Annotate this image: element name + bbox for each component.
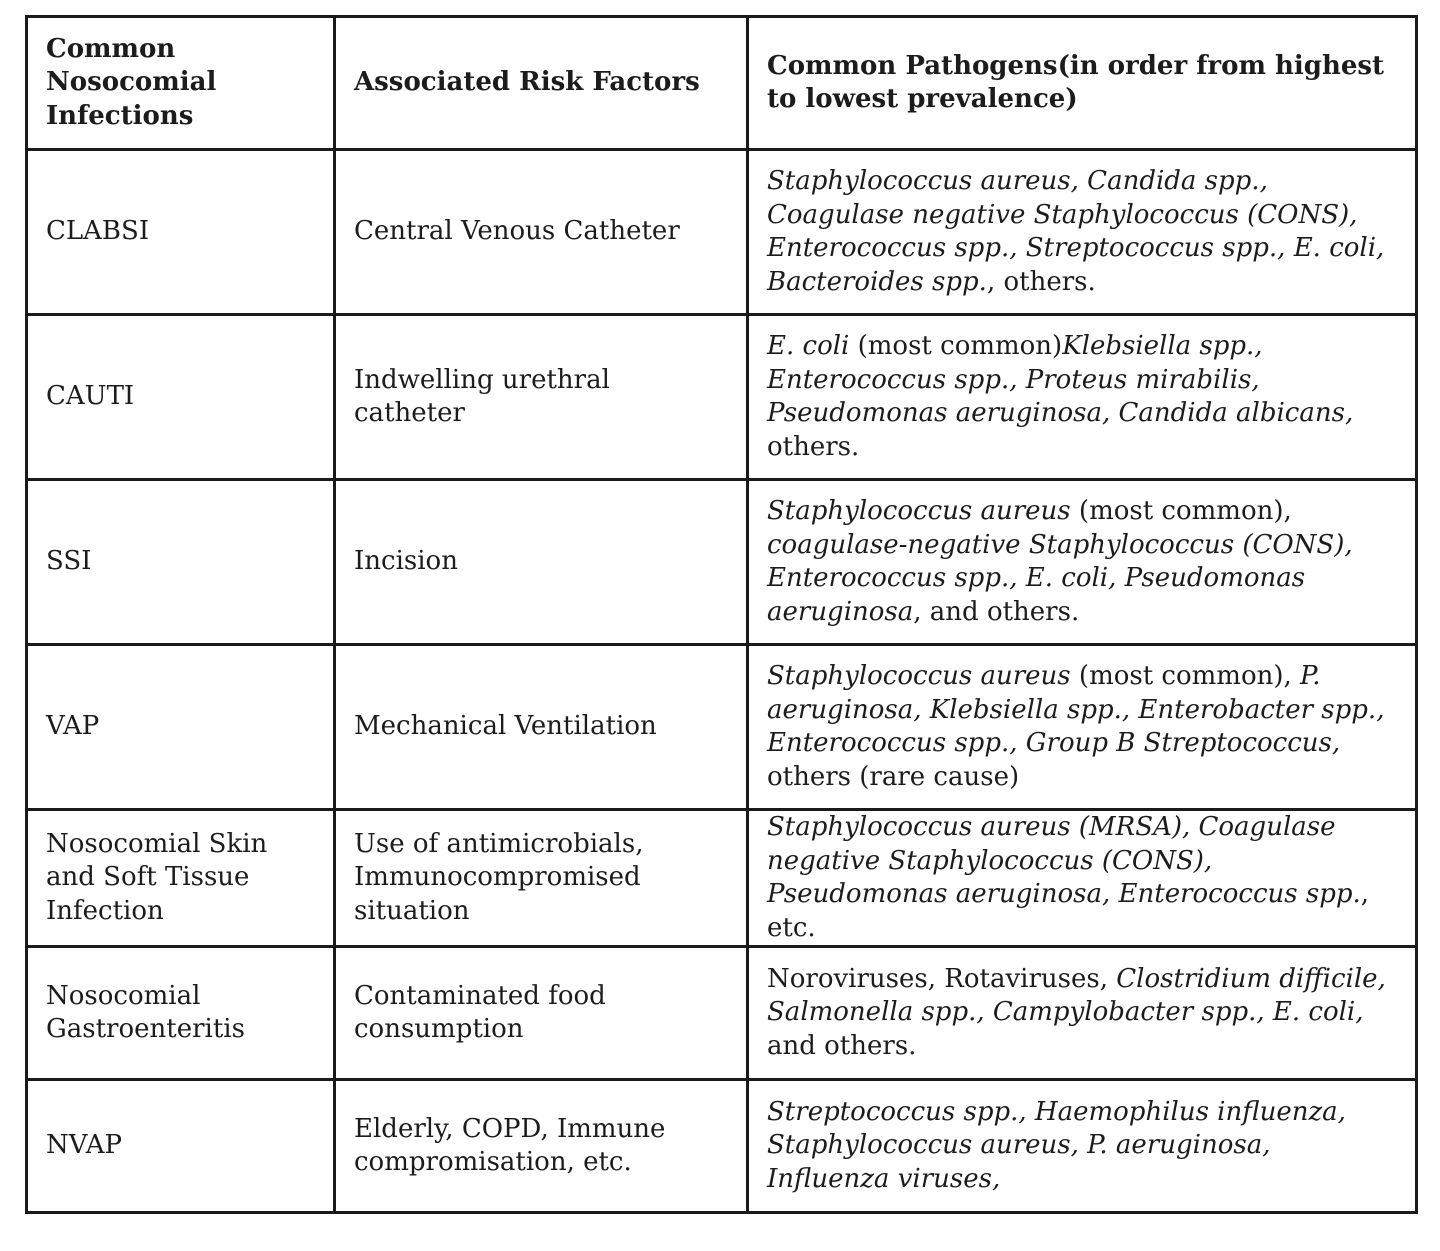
pathogen-name-text: Staphylococcus aureus, Candida spp., Coa… (767, 166, 1385, 297)
infection-cell: Nosocomial Gastroenteritis (25, 945, 336, 1081)
risk-factor-cell: Central Venous Catheter (333, 148, 749, 316)
table-row: Nosocomial Skin and Soft Tissue Infectio… (25, 808, 1418, 948)
pathogens-cell: Streptococcus spp., Haemophilus influenz… (746, 1078, 1418, 1214)
table-row: VAP Mechanical Ventilation Staphylococcus … (25, 643, 1418, 811)
header-pathogens: Common Pathogens(in order from highest t… (746, 15, 1418, 151)
pathogen-name-text: E. coli (767, 331, 850, 361)
pathogen-name-text: Clostridium difficile, Salmonella spp., … (767, 963, 1386, 1028)
pathogen-note-text: Noroviruses, Rotaviruses, (767, 963, 1117, 994)
infection-cell: SSI (25, 478, 336, 646)
pathogen-note-text: , etc. (767, 879, 1370, 943)
infection-cell: Nosocomial Skin and Soft Tissue Infectio… (25, 808, 336, 948)
risk-factor-cell: Contaminated food consumption (333, 945, 749, 1081)
pathogen-name-text: coagulase-negative Staphylococcus (CONS)… (767, 529, 1353, 627)
table-row: Nosocomial Gastroenteritis Contaminated f… (25, 945, 1418, 1081)
pathogens-cell: Noroviruses, Rotaviruses, Clostridium di… (746, 945, 1418, 1081)
pathogen-name-text: Staphylococcus aureus (767, 661, 1071, 691)
pathogen-name-text: Klebsiella spp., Enterococcus spp., Prot… (767, 331, 1354, 428)
table-row: SSI Incision Staphylococcus aureus (most c… (25, 478, 1418, 646)
risk-factor-cell: Indwelling urethral catheter (333, 313, 749, 481)
table-row: NVAP Elderly, COPD, Immune compromisation… (25, 1078, 1418, 1214)
header-risk-factors: Associated Risk Factors (333, 15, 749, 151)
pathogens-cell: Staphylococcus aureus (most common), coa… (746, 478, 1418, 646)
pathogen-name-text: P. aeruginosa, Klebsiella spp., Enteroba… (767, 661, 1385, 758)
pathogen-name-text: Staphylococcus aureus (MRSA), Coagulase … (767, 812, 1361, 909)
pathogens-cell: Staphylococcus aureus, Candida spp., Coa… (746, 148, 1418, 316)
infection-cell: NVAP (25, 1078, 336, 1214)
pathogen-note-text: others (rare cause) (767, 761, 1020, 792)
risk-factor-cell: Elderly, COPD, Immune compromisation, et… (333, 1078, 749, 1214)
pathogen-note-text: , others. (986, 266, 1096, 297)
risk-factor-cell: Use of antimicrobials, Immunocompromised… (333, 808, 749, 948)
header-row: Common Nosocomial Infections Associated … (25, 15, 1418, 151)
pathogen-name-text: Streptococcus spp., Haemophilus influenz… (767, 1096, 1346, 1194)
risk-factor-cell: Mechanical Ventilation (333, 643, 749, 811)
infection-cell: CLABSI (25, 148, 336, 316)
nosocomial-infections-table: Common Nosocomial Infections Associated … (25, 15, 1418, 1214)
table-row: CLABSI Central Venous Catheter Staphylococ… (25, 148, 1418, 316)
table-row: CAUTI Indwelling urethral catheter E. coli… (25, 313, 1418, 481)
pathogen-note-text: (most common), (1070, 496, 1292, 526)
infection-cell: CAUTI (25, 313, 336, 481)
pathogens-cell: E. coli (most common)Klebsiella spp., En… (746, 313, 1418, 481)
header-infection: Common Nosocomial Infections (25, 15, 336, 151)
pathogen-note-text: others. (767, 431, 860, 462)
pathogen-note-text: and others. (767, 1030, 917, 1061)
pathogen-note-text: , and others. (913, 596, 1080, 627)
pathogen-note-text: (most common) (849, 331, 1063, 361)
pathogens-cell: Staphylococcus aureus (most common), P. … (746, 643, 1418, 811)
infection-cell: VAP (25, 643, 336, 811)
table-body: CLABSI Central Venous Catheter Staphylococ… (25, 148, 1418, 1214)
risk-factor-cell: Incision (333, 478, 749, 646)
pathogens-cell: Staphylococcus aureus (MRSA), Coagulase … (746, 808, 1418, 948)
pathogen-note-text: (most common), (1070, 661, 1301, 691)
pathogen-name-text: Staphylococcus aureus (767, 496, 1071, 526)
